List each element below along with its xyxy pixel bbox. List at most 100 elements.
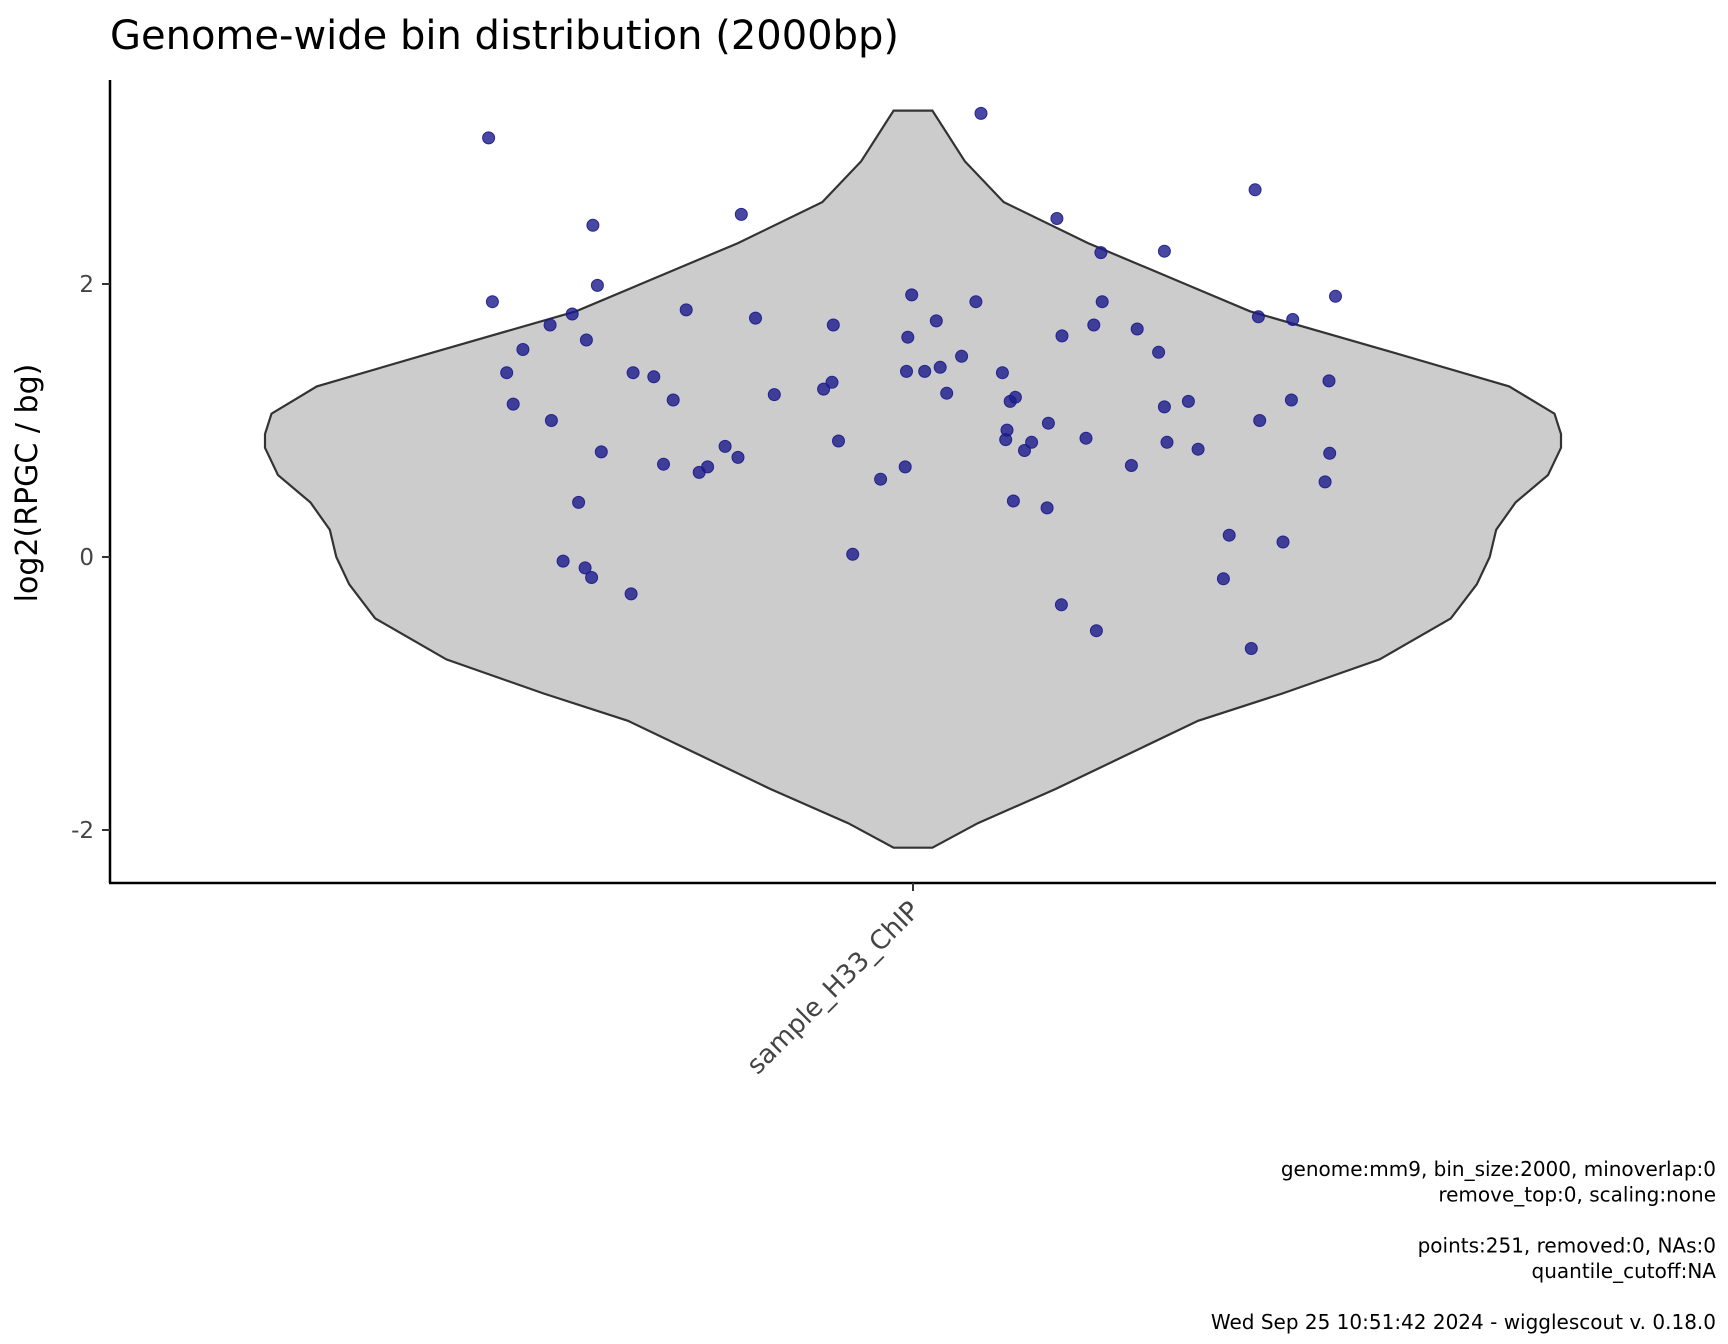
data-point — [701, 460, 715, 474]
data-point — [918, 364, 932, 378]
caption-line: genome:mm9, bin_size:2000, minoverlap:0 — [1281, 1157, 1716, 1181]
data-point — [585, 571, 599, 584]
data-point — [1000, 423, 1014, 437]
data-point — [1054, 598, 1068, 612]
data-point — [594, 445, 608, 459]
data-point — [1191, 442, 1205, 456]
data-point — [901, 330, 915, 344]
data-point — [1248, 183, 1262, 197]
data-point — [1006, 494, 1020, 508]
data-point — [1041, 416, 1055, 430]
data-point — [969, 295, 983, 309]
data-point — [955, 349, 969, 363]
data-point — [1286, 313, 1300, 326]
data-point — [500, 366, 514, 380]
data-point — [556, 554, 570, 568]
data-point — [1095, 295, 1109, 309]
data-point — [1094, 246, 1108, 260]
x-category-label: sample_H33_ChIP — [741, 896, 926, 1081]
data-point — [718, 439, 732, 453]
data-point — [657, 457, 670, 471]
data-point — [974, 106, 988, 120]
data-point — [1222, 528, 1236, 542]
data-point — [1124, 459, 1138, 472]
data-point — [1087, 318, 1101, 332]
data-point — [1040, 501, 1054, 515]
data-point — [1216, 572, 1230, 586]
data-point — [940, 386, 954, 400]
caption-line: quantile_cutoff:NA — [1532, 1259, 1717, 1283]
data-point — [506, 397, 520, 411]
caption-line: points:251, removed:0, NAs:0 — [1418, 1234, 1716, 1258]
data-point — [825, 375, 839, 389]
data-point — [929, 314, 943, 328]
data-point — [1318, 475, 1332, 489]
data-point — [624, 587, 638, 601]
data-point — [1008, 390, 1022, 404]
data-point — [1089, 624, 1103, 638]
data-point — [1018, 444, 1031, 457]
data-point — [1079, 431, 1093, 445]
data-point — [846, 547, 860, 561]
caption-line: Wed Sep 25 10:51:42 2024 - wigglescout v… — [1211, 1310, 1716, 1334]
data-point — [579, 333, 593, 347]
data-point — [898, 460, 912, 474]
data-point — [590, 278, 604, 292]
data-point — [1323, 446, 1337, 460]
data-point — [626, 366, 640, 380]
data-point — [1284, 393, 1298, 407]
data-point — [544, 414, 558, 427]
caption-line: remove_top:0, scaling:none — [1438, 1183, 1716, 1207]
data-point — [995, 366, 1009, 380]
data-point — [679, 303, 693, 317]
data-point — [1152, 345, 1166, 359]
data-point — [1276, 535, 1290, 549]
data-point — [734, 207, 748, 221]
data-point — [1025, 435, 1039, 449]
y-tick-label: -2 — [71, 818, 94, 844]
chart-title: Genome-wide bin distribution (2000bp) — [110, 13, 899, 59]
data-point — [572, 495, 586, 509]
data-point — [1244, 642, 1258, 655]
data-point — [1050, 212, 1064, 225]
data-point — [1157, 244, 1171, 258]
y-axis-ticks: -2 0 2 — [71, 272, 110, 844]
data-point — [1329, 289, 1342, 303]
data-point — [731, 450, 745, 464]
data-point — [832, 434, 845, 448]
data-point — [826, 318, 840, 332]
y-tick-label: 2 — [79, 272, 94, 298]
data-point — [516, 343, 530, 356]
y-axis-label: log2(RPGC / bg) — [10, 364, 45, 603]
data-point — [1157, 400, 1171, 414]
y-tick-label: 0 — [79, 545, 94, 571]
data-point — [1181, 394, 1195, 408]
x-axis-ticks: sample_H33_ChIP — [741, 883, 926, 1080]
data-point — [565, 307, 579, 321]
data-point — [578, 561, 592, 575]
data-point — [482, 131, 496, 145]
violin-shape — [263, 109, 1563, 849]
data-point — [1055, 329, 1069, 343]
data-point — [933, 360, 947, 374]
data-point — [905, 288, 919, 302]
plot-area — [263, 106, 1563, 849]
data-point — [749, 311, 762, 325]
data-point — [1130, 322, 1144, 336]
data-point — [817, 382, 831, 396]
plot-caption: genome:mm9, bin_size:2000, minoverlap:0r… — [1211, 1157, 1716, 1334]
data-point — [1251, 310, 1265, 324]
data-points — [482, 106, 1342, 655]
data-point — [1160, 435, 1174, 449]
data-point — [1322, 374, 1336, 388]
data-point — [647, 370, 661, 384]
data-point — [900, 364, 913, 378]
data-point — [666, 393, 680, 407]
data-point — [485, 295, 499, 309]
data-point — [874, 472, 888, 486]
data-point — [543, 318, 557, 332]
data-point — [586, 218, 600, 232]
data-point — [1253, 414, 1267, 427]
data-point — [767, 388, 781, 402]
